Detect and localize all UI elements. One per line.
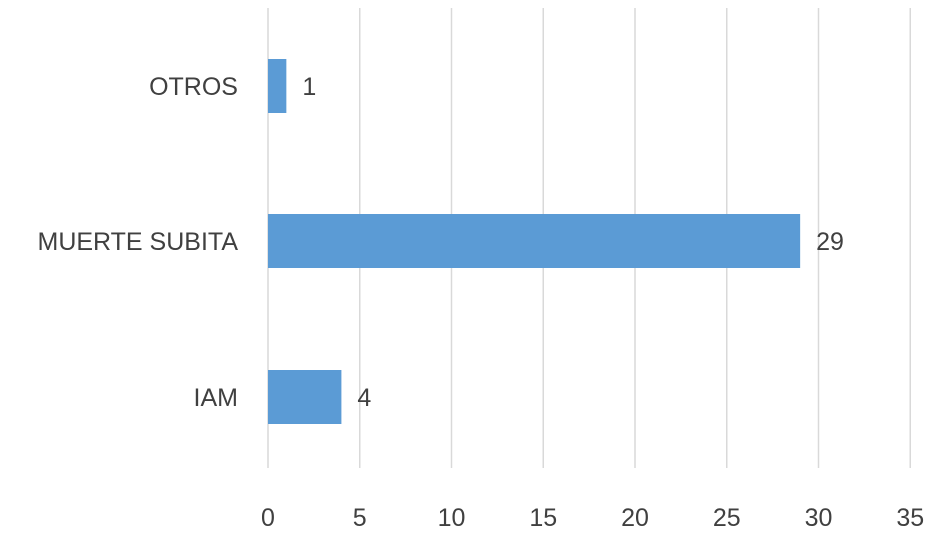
category-label: OTROS bbox=[149, 73, 238, 101]
x-tick-label: 20 bbox=[621, 504, 649, 530]
x-tick-label: 10 bbox=[438, 504, 466, 530]
x-tick-label: 30 bbox=[805, 504, 833, 530]
category-labels: OTROS MUERTE SUBITA IAM bbox=[38, 73, 239, 412]
x-tick-label: 0 bbox=[261, 504, 275, 530]
data-labels: 1 29 4 bbox=[302, 73, 844, 412]
x-tick-label: 5 bbox=[353, 504, 367, 530]
data-label: 29 bbox=[816, 228, 844, 256]
category-label: IAM bbox=[194, 384, 238, 412]
bar bbox=[268, 59, 287, 113]
bar bbox=[268, 370, 342, 424]
category-label: MUERTE SUBITA bbox=[38, 228, 239, 256]
data-label: 4 bbox=[357, 384, 371, 412]
x-tick-label: 15 bbox=[529, 504, 557, 530]
x-tick-labels: 0 5 10 15 20 25 30 35 bbox=[261, 504, 924, 532]
x-tick-label: 25 bbox=[713, 504, 741, 530]
data-label: 1 bbox=[302, 73, 316, 101]
bars bbox=[268, 59, 801, 424]
bar bbox=[268, 214, 801, 268]
x-tick-label: 35 bbox=[896, 504, 924, 530]
